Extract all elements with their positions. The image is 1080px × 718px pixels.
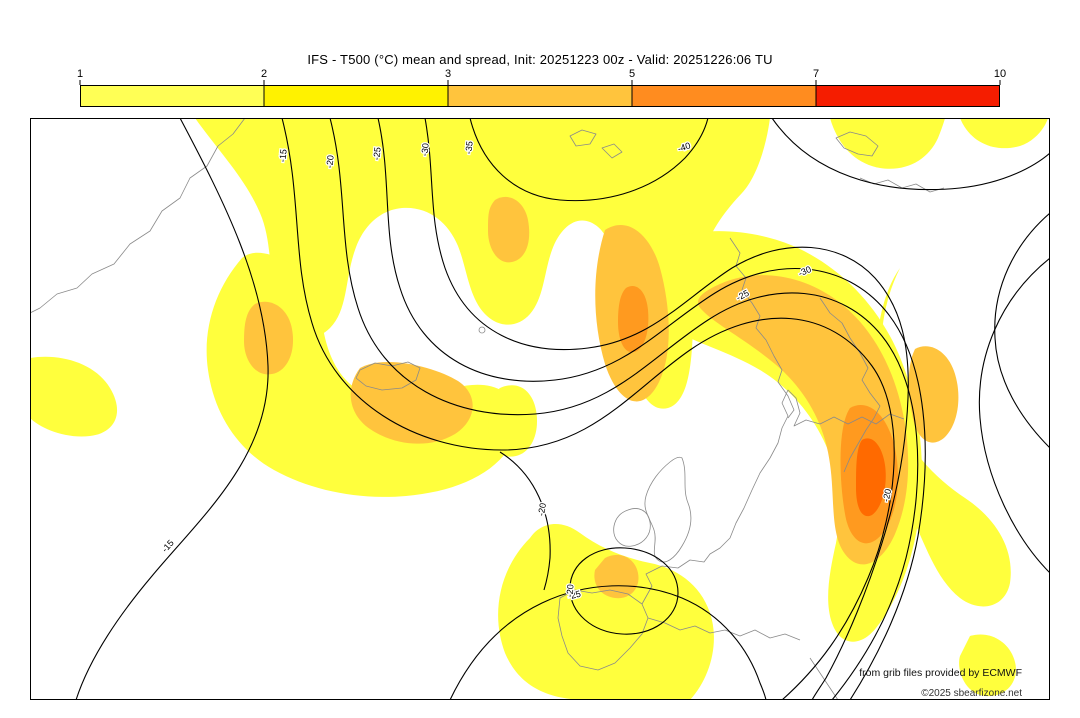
map-border xyxy=(30,118,1050,700)
contour-label: -20 xyxy=(324,155,336,169)
colorbar-tick-label: 5 xyxy=(629,68,635,80)
coast-continental-europe xyxy=(641,389,905,605)
contour-france-branch xyxy=(499,451,551,591)
coast-great-britain xyxy=(644,456,692,563)
spread-red-orange-max-core xyxy=(856,438,886,517)
colorbar-tick-label: 1 xyxy=(77,68,83,80)
coast-faroe xyxy=(478,326,486,334)
colorbar-segment-1-2 xyxy=(80,85,264,107)
forecast-map-canvas: -15 -15 -20 -25 -30 -35 -40 -25 -30 -20 … xyxy=(30,118,1050,700)
coast-norway xyxy=(729,237,795,419)
coast-iberia xyxy=(557,589,649,671)
contour-minus30 xyxy=(377,118,926,700)
colorbar: 1 2 3 5 7 10 xyxy=(77,68,1006,107)
contour-lines xyxy=(75,118,1050,700)
credits: from grib files provided by ECMWF ©2025 … xyxy=(859,667,1022,699)
spread-yellow-top-right-1 xyxy=(830,118,945,169)
coastlines xyxy=(30,118,945,700)
spread-yellow-bottom-right-patch xyxy=(959,634,1016,697)
coast-iceland xyxy=(355,361,421,391)
colorbar-tick-label: 3 xyxy=(445,68,451,80)
chart-title: IFS - T500 (°C) mean and spread, Init: 2… xyxy=(307,52,773,67)
coast-sweden-bothnia xyxy=(819,297,881,473)
colorbar-frame xyxy=(80,85,1000,107)
spread-yellow-east-band xyxy=(875,268,1011,607)
spread-deep-orange-central-small xyxy=(618,286,649,353)
spread-yellow-top-right-2 xyxy=(960,118,1048,149)
colorbar-segments xyxy=(80,85,1000,107)
coast-svalbard xyxy=(569,129,623,159)
contour-label: -20 xyxy=(881,488,893,503)
colorbar-segment-5-7 xyxy=(632,85,816,107)
contour-label: -20 xyxy=(564,584,575,598)
contour-minus15 xyxy=(75,118,269,700)
coast-greenland xyxy=(30,118,246,314)
contour-label: -15 xyxy=(277,149,289,163)
colorbar-tick-label: 2 xyxy=(261,68,267,80)
spread-orange-atlantic-small xyxy=(244,301,294,375)
spread-orange-east-core xyxy=(908,346,959,443)
coast-arctic-islands xyxy=(835,131,879,157)
contour-iberia-outer xyxy=(449,585,767,700)
colorbar-segment-3-5 xyxy=(448,85,632,107)
contour-label: -25 xyxy=(371,147,383,161)
contour-minus40-loop xyxy=(469,118,709,202)
spread-orange-iceland-core xyxy=(350,361,473,444)
contour-minus35 xyxy=(424,118,909,700)
spread-orange-iberia-core xyxy=(594,554,639,599)
contour-minus20 xyxy=(281,118,895,700)
colorbar-tick-labels: 1 2 3 5 7 10 xyxy=(77,68,1006,80)
colorbar-tick-label: 7 xyxy=(813,68,819,80)
contour-east-arc-1 xyxy=(978,257,1050,574)
contour-east-arc-2 xyxy=(994,212,1050,449)
colorbar-tick-marks xyxy=(79,80,1001,85)
colorbar-tick-label: 10 xyxy=(994,68,1006,80)
spread-yellow-iberia-blob xyxy=(498,523,714,700)
credit-ecmwf: from grib files provided by ECMWF xyxy=(859,667,1022,679)
forecast-map: -15 -15 -20 -25 -30 -35 -40 -25 -30 -20 … xyxy=(30,118,1050,700)
contour-top-right xyxy=(771,118,1050,191)
contour-iberia-closed xyxy=(569,547,679,635)
colorbar-segment-7-10 xyxy=(816,85,1000,107)
contour-label: -35 xyxy=(463,141,475,155)
coast-ireland xyxy=(613,508,651,547)
coast-mediterranean xyxy=(647,617,801,641)
colorbar-segment-2-3 xyxy=(264,85,448,107)
spread-yellow-left-patch xyxy=(30,356,118,437)
contour-label: -30 xyxy=(419,143,431,157)
spread-yellow-mid-patch xyxy=(488,385,538,457)
contour-label: -20 xyxy=(536,502,548,517)
contour-minus25 xyxy=(329,118,919,700)
contour-label: -30 xyxy=(797,264,813,278)
credit-site: ©2025 sbearfizone.net xyxy=(921,688,1022,699)
contour-label: -25 xyxy=(567,589,582,602)
spread-orange-small-top xyxy=(488,196,530,263)
